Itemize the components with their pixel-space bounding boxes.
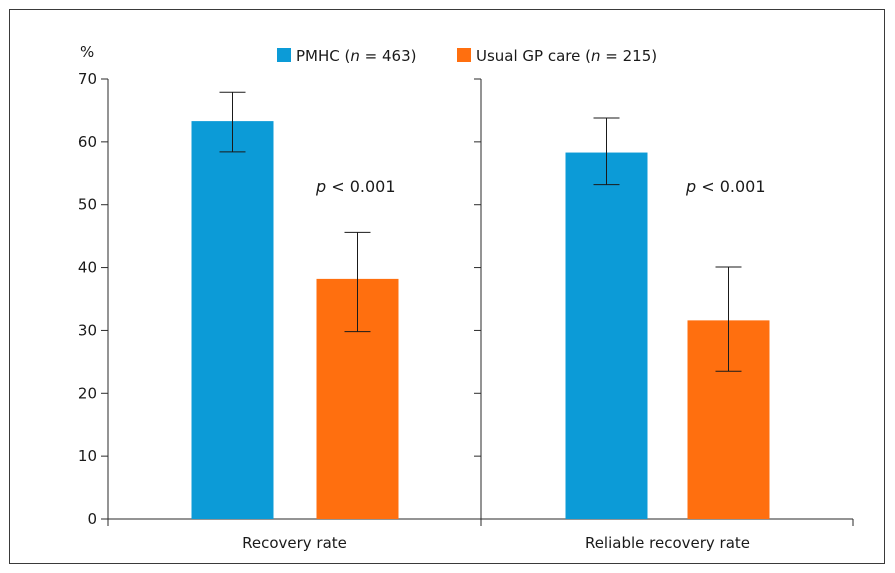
y-tick-label: 50 [78, 196, 97, 214]
p-value-annotation: p < 0.001 [315, 177, 396, 196]
bars [191, 121, 770, 520]
y-tick-label: 20 [78, 384, 97, 402]
category-label: Recovery rate [242, 534, 347, 552]
y-tick-label: 60 [78, 133, 97, 151]
y-tick-label: 10 [78, 447, 97, 465]
y-tick-label: 70 [78, 70, 97, 88]
legend-swatch-usual-gp [457, 48, 471, 62]
labels: Recovery rate Reliable recovery rate p < 0… [242, 177, 765, 552]
y-tick-label: 30 [78, 321, 97, 339]
axes: 0 10 20 30 40 50 60 70% [78, 43, 854, 528]
y-tick-label: 40 [78, 259, 97, 277]
bar-pmhc-1 [565, 152, 648, 520]
p-value-annotation: p < 0.001 [685, 177, 766, 196]
chart-frame [9, 9, 885, 564]
bar-pmhc-0 [191, 121, 274, 519]
legend-swatch-pmhc [277, 48, 291, 62]
legend: PMHC (n = 463) Usual GP care (n = 215) [277, 47, 657, 65]
y-unit-label: % [80, 43, 94, 61]
y-tick-label: 0 [87, 510, 97, 528]
legend-label-pmhc: PMHC (n = 463) [296, 47, 416, 65]
category-label: Reliable recovery rate [585, 534, 750, 552]
error-bars [219, 91, 742, 372]
legend-label-usual-gp: Usual GP care (n = 215) [476, 47, 657, 65]
